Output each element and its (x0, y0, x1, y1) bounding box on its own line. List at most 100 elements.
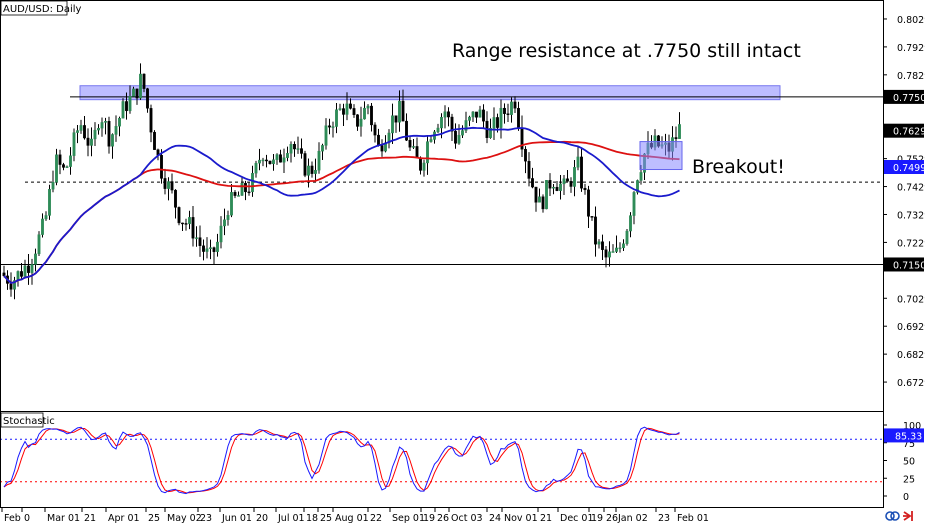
stoch-value-label: 85.33 (895, 431, 922, 442)
candle-body (233, 192, 237, 196)
y-tick-label: 0.7029 (897, 294, 925, 305)
candle-body (163, 178, 167, 189)
x-tick-label: 26 (437, 513, 449, 524)
candle-body (611, 251, 615, 253)
link-icon[interactable] (885, 511, 900, 521)
candle-body (118, 118, 121, 127)
candle-body (93, 129, 97, 140)
candle-body (328, 125, 331, 128)
price-label-box (884, 123, 924, 138)
candle-body (195, 237, 198, 239)
candle-body (492, 117, 496, 129)
candle-body (345, 103, 349, 115)
candle-body (275, 154, 279, 160)
candle-body (114, 126, 118, 135)
candle-body (461, 130, 464, 136)
candle-body (618, 247, 622, 250)
candle-body (58, 154, 62, 165)
candle-body (405, 120, 408, 141)
candle-body (135, 88, 139, 99)
candle-body (447, 111, 450, 118)
candle-body (86, 137, 90, 146)
candle-body (471, 111, 475, 118)
x-tick-label: 24 (489, 513, 501, 524)
autoscroll-arrow-icon[interactable] (903, 511, 913, 521)
candle-body (541, 196, 545, 210)
candle-body (27, 265, 30, 273)
candle-body (268, 160, 272, 165)
candle-body (562, 178, 566, 185)
candle-body (160, 154, 163, 179)
y-tick-label: 0.7429 (897, 183, 925, 194)
price-label-box (884, 89, 924, 104)
x-tick-label: 26 (606, 513, 618, 524)
candle-body (443, 111, 447, 118)
candle-body (580, 156, 583, 189)
stoch-y-tick-label: 75 (903, 439, 915, 450)
stoch-k-line (3, 426, 680, 495)
candle-body (153, 131, 156, 150)
candle-body (149, 108, 153, 133)
candle-body (615, 247, 618, 252)
x-tick-label: 19 (591, 513, 603, 524)
candle-body (209, 247, 212, 249)
x-tick-label: Oct 03 (451, 513, 483, 524)
x-tick-label: Jan 02 (617, 513, 648, 524)
price-label: 0.7499 (893, 163, 925, 174)
x-tick-label: Sep 01 (392, 513, 425, 524)
candle-body (342, 108, 345, 115)
candle-body (51, 182, 55, 190)
candle-body (398, 100, 401, 123)
x-tick-label: 25 (320, 513, 332, 524)
candle-body (282, 157, 286, 163)
candle-body (674, 137, 678, 139)
y-tick-label: 0.7329 (897, 210, 925, 221)
candle-body (279, 154, 282, 163)
candle-body (97, 127, 100, 131)
candle-body (212, 247, 216, 252)
candle-body (513, 101, 517, 109)
candle-body (90, 138, 93, 146)
candle-body (349, 103, 352, 109)
candle-body (23, 265, 27, 277)
candle-body (678, 124, 681, 139)
stochastic-title-box (0, 412, 44, 428)
x-tick-label: Feb 01 (677, 513, 709, 524)
candle-body (359, 118, 363, 127)
candle-body (121, 101, 125, 119)
candle-body (576, 156, 580, 168)
candle-body (499, 107, 503, 128)
candle-body (415, 146, 419, 159)
stochastic-title: Stochastic (3, 416, 55, 427)
candle-body (55, 154, 58, 183)
candle-body (548, 180, 552, 189)
x-tick-label: 18 (306, 513, 318, 524)
candle-body (181, 222, 184, 225)
candle-body (552, 186, 555, 189)
candle-body (331, 126, 335, 128)
price-label: 0.7150 (893, 260, 925, 271)
candle-body (76, 130, 79, 133)
candle-body (293, 144, 296, 150)
price-label: 0.7629 (893, 127, 925, 138)
candle-body (244, 182, 247, 193)
candle-body (44, 215, 48, 220)
candle-body (226, 215, 230, 220)
candle-body (573, 167, 576, 187)
y-tick-label: 0.8029 (897, 15, 925, 26)
x-tick-label: 0 (24, 513, 30, 524)
candle-body (128, 96, 132, 112)
candle-body (559, 183, 562, 191)
candle-body (380, 145, 384, 152)
resistance-annotation: Range resistance at .7750 still intact (452, 40, 801, 62)
candle-body (457, 134, 461, 144)
candle-body (468, 116, 471, 121)
stoch-y-tick-label: 100 (903, 421, 921, 432)
candle-body (247, 191, 251, 194)
candle-body (107, 121, 111, 147)
candle-body (41, 218, 44, 235)
candle-body (219, 225, 223, 243)
candle-body (608, 251, 611, 258)
